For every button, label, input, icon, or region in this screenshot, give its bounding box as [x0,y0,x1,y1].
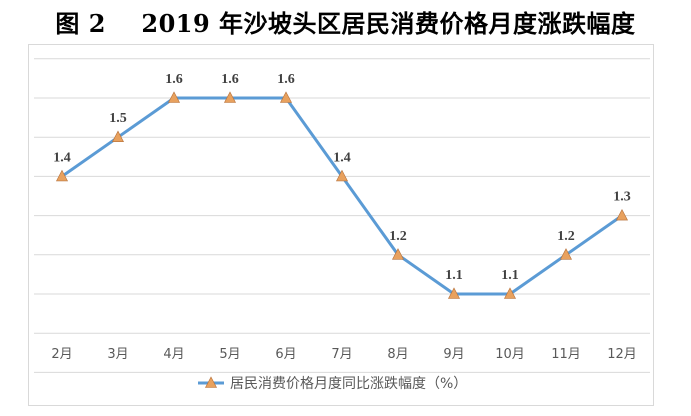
data-label: 1.2 [557,229,575,244]
legend-marker-swatch [205,376,217,388]
data-label: 1.2 [389,229,407,244]
legend-label: 居民消费价格月度同比涨跌幅度（%） [230,376,467,392]
data-point-marker [392,248,404,260]
data-point-marker [336,169,348,182]
data-point-marker [616,208,628,221]
data-point-marker [224,91,236,103]
data-label: 1.3 [613,190,631,205]
series-line [61,96,623,296]
data-label: 1.4 [333,150,351,165]
data-point-marker [112,130,124,142]
data-label: 1.6 [165,72,183,87]
x-tick-label: 5月 [219,347,240,362]
data-point-marker [448,287,460,299]
chart-area [28,44,654,406]
x-tick-label: 3月 [107,347,128,362]
chart-title: 图 2 2019 年沙坡头区居民消费价格月度涨跌幅度 [55,9,636,38]
data-label: 1.6 [221,72,239,87]
x-tick-label: 2月 [51,347,72,362]
data-point-marker [56,169,68,182]
data-point-marker [168,91,180,103]
x-tick-label: 12月 [607,347,637,362]
data-label: 1.1 [445,268,463,283]
x-tick-label: 9月 [443,347,464,362]
data-label: 1.5 [109,111,127,126]
data-point-marker [504,287,516,299]
data-label: 1.6 [277,72,295,87]
data-point-marker [560,248,572,260]
data-label: 1.1 [501,268,519,283]
x-tick-label: 10月 [495,347,525,362]
x-tick-label: 11月 [551,347,581,362]
x-tick-label: 4月 [163,347,184,362]
x-tick-label: 7月 [331,347,352,362]
x-tick-label: 8月 [387,347,408,362]
x-tick-label: 6月 [275,347,296,362]
data-point-marker [280,91,292,103]
data-label: 1.4 [53,150,71,165]
